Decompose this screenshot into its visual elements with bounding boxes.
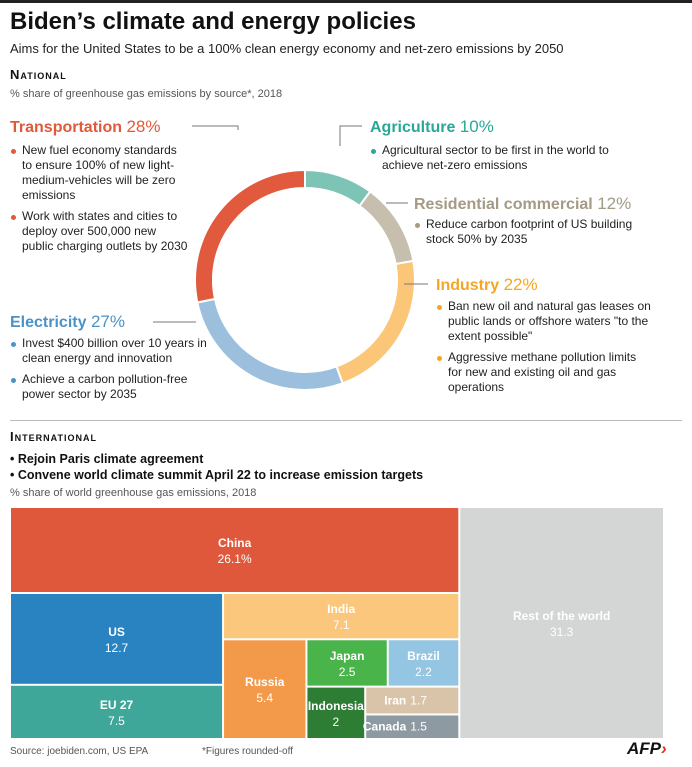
treemap-cell-us	[11, 594, 223, 684]
residential-pct: 12%	[597, 194, 632, 213]
donut-chart	[194, 168, 416, 391]
national-heading: National	[10, 67, 67, 82]
treemap-label-india: India	[327, 602, 355, 616]
treemap-cell-japan	[307, 640, 387, 686]
electricity-name: Electricity	[10, 314, 87, 331]
transportation-label: Transportation 28%	[10, 117, 161, 137]
electricity-pct: 27%	[90, 312, 125, 331]
residential-bullet: Reduce carbon footprint of US building s…	[414, 217, 644, 247]
treemap-label-us: US	[108, 625, 125, 639]
treemap-value-brazil: 2.2	[415, 665, 432, 679]
transportation-bullet: New fuel economy standards to ensure 100…	[10, 143, 188, 203]
electricity-bullets: Invest $400 billion over 10 years in cle…	[10, 336, 210, 408]
treemap-value-japan: 2.5	[339, 665, 356, 679]
treemap-label-brazil: Brazil	[407, 649, 440, 663]
treemap-label-russia: Russia	[245, 675, 285, 689]
industry-bullet: Aggressive methane pollution limits for …	[436, 350, 651, 395]
residential-label: Residential commercial 12%	[414, 194, 631, 214]
treemap-cell-brazil	[388, 640, 459, 686]
leader-lines	[153, 125, 428, 323]
treemap-value-eu-27: 7.5	[108, 714, 125, 728]
electricity-bullet: Achieve a carbon pollution-free power se…	[10, 372, 210, 402]
treemap-label-indonesia: Indonesia	[308, 699, 364, 713]
treemap-value-russia: 5.4	[256, 691, 273, 705]
source-note: Source: joebiden.com, US EPA	[10, 746, 149, 757]
treemap-label-canada: Canada	[363, 720, 407, 734]
donut-slice-transportation	[194, 168, 306, 304]
treemap-value-us: 12.7	[105, 641, 129, 655]
treemap-cell-eu-27	[11, 685, 223, 738]
afp-logo-text: AFP	[627, 739, 661, 758]
treemap-label-rest-of-the-world: Rest of the world	[513, 609, 610, 623]
agriculture-pct: 10%	[459, 117, 494, 136]
transportation-pct: 28%	[126, 117, 161, 136]
residential-bullets: Reduce carbon footprint of US building s…	[414, 217, 644, 253]
treemap-cell-china	[11, 508, 459, 592]
page-subtitle: Aims for the United States to be a 100% …	[10, 41, 564, 56]
treemap-value-india: 7.1	[333, 618, 350, 632]
international-heading: International	[10, 429, 97, 444]
electricity-bullet: Invest $400 billion over 10 years in cle…	[10, 336, 210, 366]
top-rule	[0, 0, 692, 3]
treemap-label-eu-27: EU 27	[100, 698, 134, 712]
transportation-name: Transportation	[10, 119, 123, 136]
international-bullet: Convene world climate summit April 22 to…	[10, 467, 423, 483]
industry-bullet: Ban new oil and natural gas leases on pu…	[436, 299, 651, 344]
page-title: Biden’s climate and energy policies	[10, 8, 416, 35]
treemap-cell-iran	[366, 687, 459, 714]
footnote: *Figures rounded-off	[202, 746, 293, 757]
section-divider	[10, 420, 682, 421]
transportation-bullet: Work with states and cities to deploy ov…	[10, 209, 188, 254]
transportation-bullets: New fuel economy standards to ensure 100…	[10, 143, 188, 260]
treemap-cell-india	[224, 594, 459, 639]
treemap-label-china: China	[218, 536, 252, 550]
national-note: % share of greenhouse gas emissions by s…	[10, 88, 283, 100]
international-note: % share of world greenhouse gas emission…	[10, 487, 257, 499]
international-bullet: Rejoin Paris climate agreement	[10, 451, 423, 467]
treemap-cell-canada	[366, 715, 459, 738]
treemap-cell-rest-of-the-world	[460, 508, 663, 738]
treemap-label-japan: Japan	[330, 649, 365, 663]
treemap-cell-indonesia	[307, 687, 365, 738]
treemap-label-iran: Iran	[384, 694, 406, 708]
agriculture-name: Agriculture	[370, 119, 456, 136]
electricity-label: Electricity 27%	[10, 312, 125, 332]
industry-label: Industry 22%	[436, 275, 538, 295]
treemap-cell-russia	[224, 640, 306, 738]
afp-logo: AFP›	[627, 739, 667, 758]
international-bullets: Rejoin Paris climate agreement Convene w…	[10, 451, 423, 483]
agriculture-bullet: Agricultural sector to be first in the w…	[370, 143, 640, 173]
treemap-value-indonesia: 2	[332, 715, 339, 729]
industry-bullets: Ban new oil and natural gas leases on pu…	[436, 299, 651, 401]
treemap-value-canada: 1.5	[410, 720, 427, 734]
residential-name: Residential commercial	[414, 196, 593, 213]
agriculture-bullets: Agricultural sector to be first in the w…	[370, 143, 640, 179]
treemap-value-rest-of-the-world: 31.3	[550, 625, 574, 639]
industry-name: Industry	[436, 277, 500, 294]
treemap-value-china: 26.1%	[218, 552, 252, 566]
treemap-value-iran: 1.7	[410, 694, 427, 708]
treemap-chart: Rest of the world 31.3 China 26.1% US 12.7 EU …	[11, 508, 663, 738]
industry-pct: 22%	[503, 275, 538, 294]
agriculture-label: Agriculture 10%	[370, 117, 494, 137]
